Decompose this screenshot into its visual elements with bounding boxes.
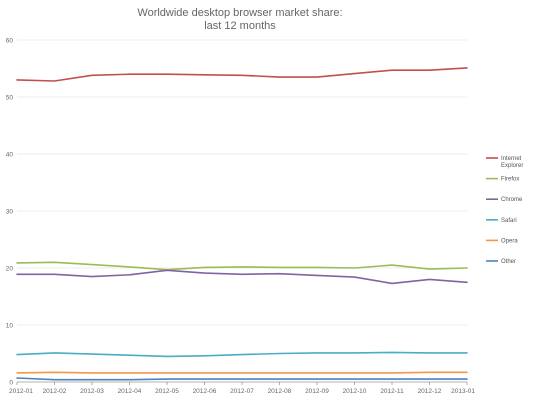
legend-item: Chrome (486, 197, 523, 203)
y-tick-label: 60 (6, 38, 14, 45)
legend-label: Firefox (501, 177, 519, 183)
legend-item: Safari (486, 218, 517, 224)
y-tick-label: 40 (6, 152, 14, 159)
x-tick-label: 2012-12 (418, 388, 442, 395)
y-tick-label: 50 (6, 95, 14, 102)
gridlines (17, 39, 467, 326)
legend-label: Opera (501, 238, 518, 244)
legend-item: Firefox (486, 177, 519, 183)
chart-title-line-1: Worldwide desktop browser market share: (137, 7, 342, 19)
y-tick-label: 20 (6, 266, 14, 273)
legend-item: Opera (486, 238, 518, 244)
chart-title-line-2: last 12 months (204, 20, 276, 32)
legend-label: Chrome (501, 197, 523, 203)
series-line-internet-explorer (16, 67, 468, 82)
y-tick-label: 10 (6, 323, 14, 330)
x-tick-label: 2012-08 (268, 388, 292, 395)
legend-item: Other (486, 259, 516, 265)
chart-title: Worldwide desktop browser market share: … (137, 7, 342, 32)
series-line-opera (16, 371, 468, 374)
x-tick-label: 2012-04 (118, 388, 142, 395)
x-tick-label: 2012-06 (193, 388, 217, 395)
series-line-other (16, 377, 468, 381)
series-line-firefox (16, 261, 468, 271)
y-tick-label: 30 (6, 209, 14, 216)
x-tick-label: 2012-05 (155, 388, 179, 395)
x-tick-label: 2012-11 (380, 388, 404, 395)
legend-label: Internet (501, 156, 522, 162)
x-tick-label: 2012-07 (230, 388, 254, 395)
x-tick-label: 2012-10 (343, 388, 367, 395)
legend-label: Explorer (501, 163, 523, 169)
series-line-chrome (16, 269, 468, 285)
x-tick-label: 2012-01 (9, 388, 33, 395)
x-tick-label: 2012-02 (43, 388, 67, 395)
series-lines (16, 67, 468, 381)
x-tick-label: 2012-03 (80, 388, 104, 395)
x-tick-label: 2012-09 (305, 388, 329, 395)
series-line-safari (16, 351, 468, 358)
y-tick-label: 0 (9, 380, 13, 387)
x-axis: 2012-01 2012-02 2012-03 2012-04 2012-05 2012-… (9, 381, 475, 395)
y-axis: 0 10 20 30 40 50 60 (6, 38, 14, 387)
x-tick-label: 2013-01 (451, 388, 475, 395)
legend-label: Other (501, 259, 516, 265)
legend-label: Safari (501, 218, 517, 224)
